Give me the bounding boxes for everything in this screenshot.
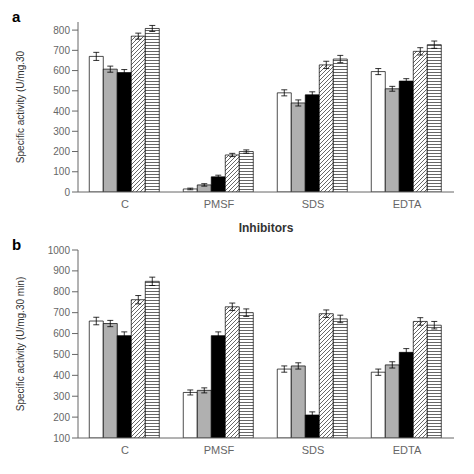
svg-text:700: 700 (53, 45, 70, 56)
html-text:b: b (12, 236, 22, 253)
svg-text:500: 500 (53, 85, 70, 96)
svg-text:500: 500 (53, 349, 70, 360)
svg-text:Specific activity (U/mg.30 min: Specific activity (U/mg.30 min) (15, 277, 26, 411)
svg-text:700: 700 (53, 307, 70, 318)
svg-text:Specific activity (U/mg.30: Specific activity (U/mg.30 (15, 50, 26, 163)
svg-text:PMSF: PMSF (204, 444, 235, 456)
svg-text:200: 200 (53, 412, 70, 423)
svg-text:0: 0 (64, 187, 70, 198)
svg-text:SDS: SDS (302, 444, 325, 456)
svg-text:600: 600 (53, 65, 70, 76)
svg-text:100: 100 (53, 166, 70, 177)
svg-text:EDTA: EDTA (393, 198, 422, 210)
svg-text:300: 300 (53, 126, 70, 137)
svg-text:200: 200 (53, 146, 70, 157)
svg-text:400: 400 (53, 370, 70, 381)
svg-text:EDTA: EDTA (393, 444, 422, 456)
svg-text:400: 400 (53, 106, 70, 117)
svg-text:600: 600 (53, 328, 70, 339)
svg-text:1000: 1000 (48, 245, 71, 256)
html-text:a: a (12, 8, 21, 25)
svg-text:SDS: SDS (302, 198, 325, 210)
svg-text:800: 800 (53, 286, 70, 297)
svg-text:Inhibitors: Inhibitors (239, 221, 294, 235)
svg-text:300: 300 (53, 391, 70, 402)
svg-text:100: 100 (53, 433, 70, 444)
svg-text:PMSF: PMSF (204, 198, 235, 210)
svg-text:900: 900 (53, 265, 70, 276)
svg-text:C: C (121, 198, 129, 210)
svg-text:800: 800 (53, 25, 70, 36)
svg-text:C: C (121, 444, 129, 456)
